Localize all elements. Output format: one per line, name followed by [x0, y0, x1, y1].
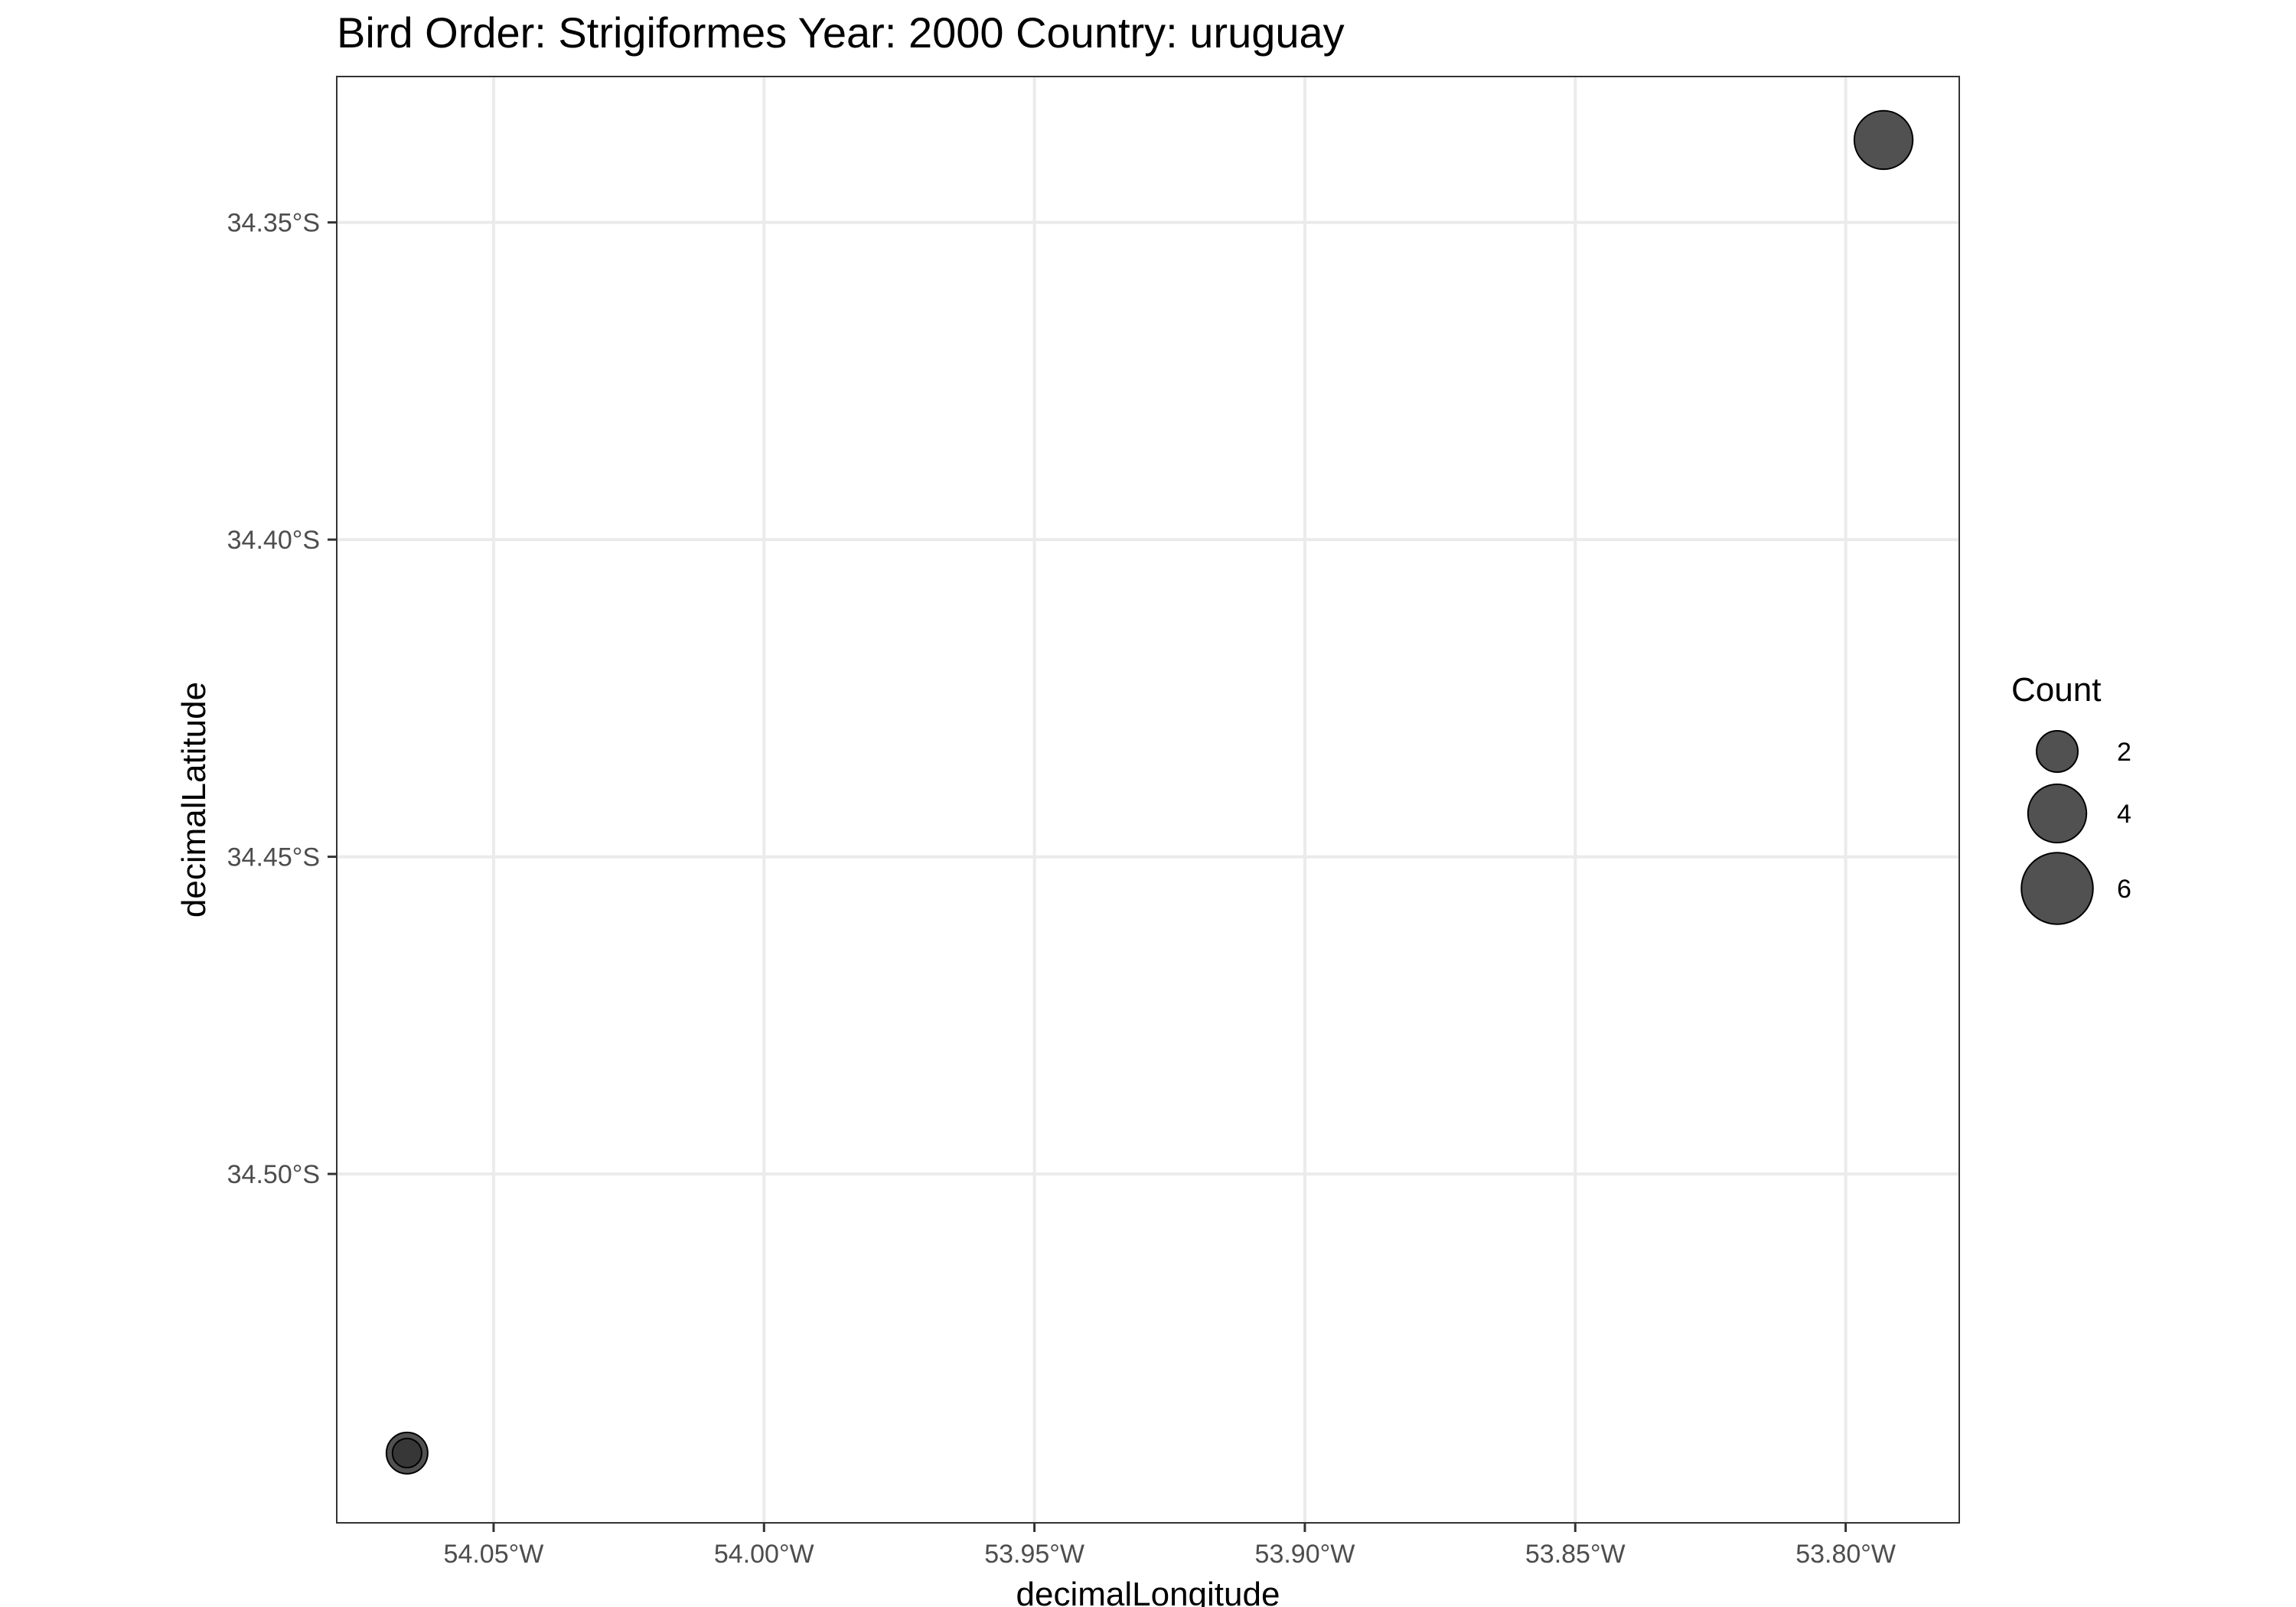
y-axis-tick-label: 34.40°S — [227, 526, 320, 555]
y-axis-tick-label: 34.35°S — [227, 209, 320, 238]
legend-label: 4 — [2117, 800, 2131, 829]
gridlines — [337, 77, 1959, 1523]
legend-key — [2020, 852, 2094, 925]
plot-panel-border — [336, 76, 1960, 1524]
legend-title: Count — [2011, 671, 2101, 709]
data-points — [385, 109, 1914, 1475]
y-axis-tick-label: 34.45°S — [227, 843, 320, 872]
legend-key — [2027, 783, 2088, 844]
y-axis-title: decimalLatitude — [175, 682, 213, 918]
y-axis-tick-label: 34.50°S — [227, 1160, 320, 1189]
chart-title: Bird Order: Strigiformes Year: 2000 Coun… — [337, 8, 1345, 57]
x-axis-tick-label: 54.00°W — [714, 1540, 814, 1569]
data-point — [391, 1437, 422, 1468]
x-axis-tick-label: 53.80°W — [1795, 1540, 1896, 1569]
x-axis-tick-label: 53.85°W — [1525, 1540, 1626, 1569]
x-axis-title: decimalLongitude — [1016, 1576, 1280, 1607]
x-axis-tick-label: 53.90°W — [1255, 1540, 1355, 1569]
x-axis-tick-label: 54.05°W — [444, 1540, 544, 1569]
x-axis-tick-label: 53.95°W — [984, 1540, 1084, 1569]
legend: Count 2 4 6 — [2011, 671, 2131, 925]
legend-label: 2 — [2117, 738, 2131, 767]
data-point — [1853, 109, 1914, 171]
axes: 54.05°W 54.00°W 53.95°W 53.90°W 53.85°W 53.80… — [227, 209, 1896, 1569]
legend-key — [2036, 730, 2079, 773]
legend-label: 6 — [2117, 875, 2131, 904]
